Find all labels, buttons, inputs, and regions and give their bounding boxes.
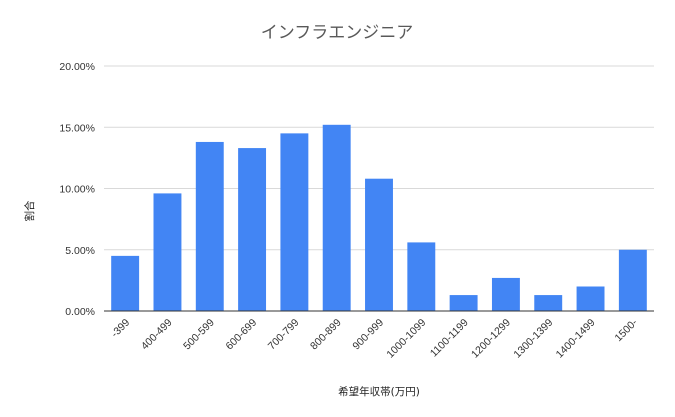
x-axis-title: 希望年収帯(万円) [338, 385, 420, 398]
x-axis-ticks: -399 400-499 500-599 600-699 700-799 800-899 9… [109, 316, 640, 360]
bars [111, 124, 647, 312]
bar-1400-1499[interactable] [576, 286, 605, 312]
y-tick-label: 0.00% [65, 306, 95, 318]
bar-1100-1199[interactable] [449, 295, 478, 311]
x-tick-label: 1100-1199 [428, 317, 471, 360]
bar-500-599[interactable] [195, 141, 224, 311]
bar-800-899[interactable] [322, 124, 351, 311]
bar-1500-[interactable] [618, 249, 647, 311]
bar-900-999[interactable] [365, 178, 393, 311]
bar-700-799[interactable] [280, 133, 309, 311]
x-tick-label: 1400-1499 [554, 317, 598, 361]
bar-1200-1299[interactable] [491, 277, 520, 311]
x-tick-label: 1000-1099 [384, 317, 428, 361]
x-tick-label: 900-999 [350, 317, 386, 353]
x-tick-label: 600-699 [223, 317, 259, 353]
y-axis-ticks: 0.00% 5.00% 10.00% 15.00% 20.00% [59, 61, 95, 318]
x-tick-label: 800-899 [308, 317, 344, 353]
x-tick-label: -399 [109, 317, 132, 340]
x-tick-label: 1500- [612, 316, 640, 344]
y-tick-label: 5.00% [65, 245, 95, 257]
x-tick-label: 1300-1399 [511, 317, 555, 361]
x-tick-label: 700-799 [266, 317, 302, 353]
chart-title: インフラエンジニア [261, 23, 414, 43]
bar-1300-1399[interactable] [534, 295, 563, 311]
bar-1000-1099[interactable] [407, 242, 436, 311]
y-tick-label: 15.00% [59, 122, 95, 134]
bar-400-499[interactable] [153, 193, 182, 311]
bar--399[interactable] [111, 255, 140, 311]
x-tick-label: 400-499 [139, 317, 175, 353]
x-tick-label: 500-599 [181, 317, 217, 353]
y-tick-label: 20.00% [59, 61, 95, 73]
x-tick-label: 1200-1299 [469, 317, 513, 361]
y-tick-label: 10.00% [59, 184, 95, 196]
y-axis-title: 割合 [23, 200, 36, 221]
bar-600-699[interactable] [238, 148, 267, 311]
